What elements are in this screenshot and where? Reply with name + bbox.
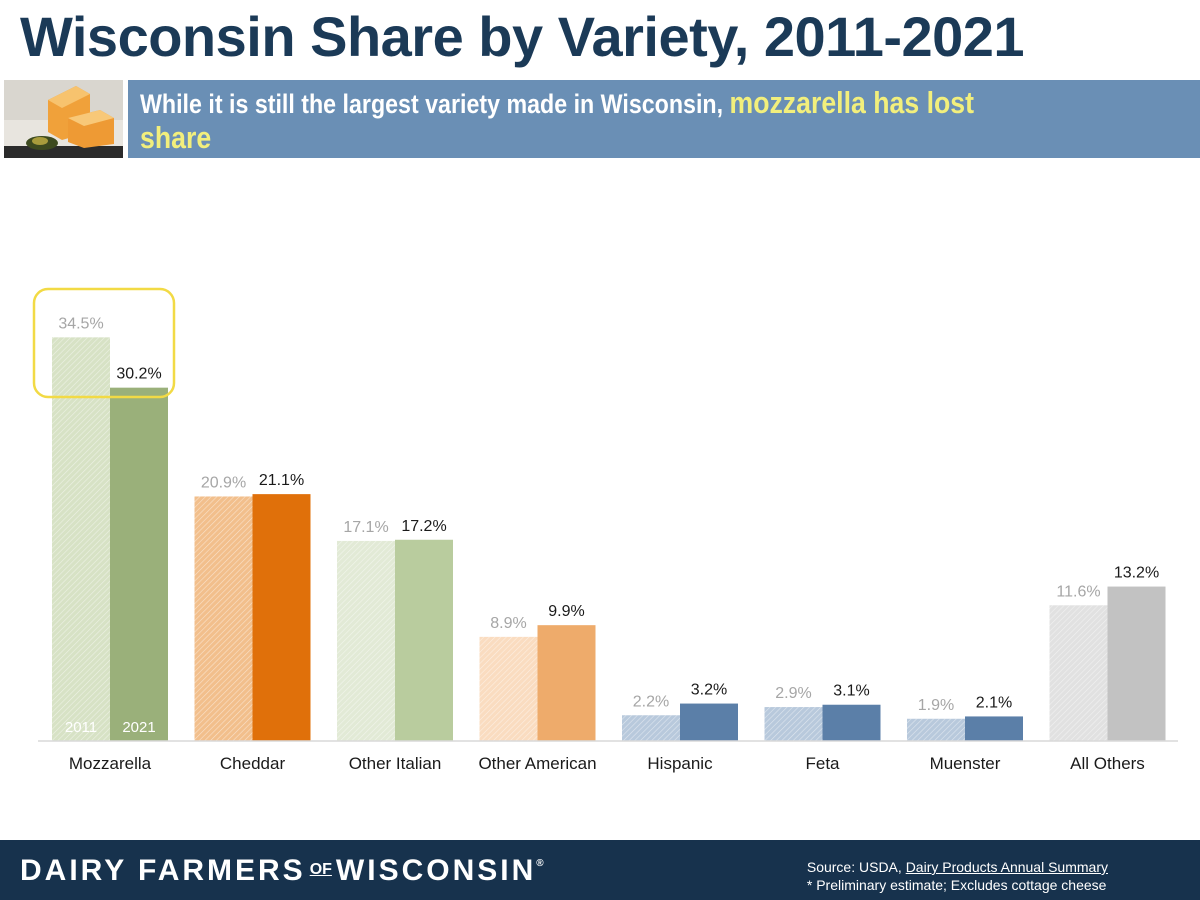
mozzarella-highlight-box (32, 287, 176, 399)
bar-other-italian-2021 (395, 539, 453, 741)
source-note: Source: USDA, Dairy Products Annual Summ… (807, 858, 1108, 894)
bar-all-others-2021 (1107, 586, 1166, 741)
footer: DAIRY FARMERS OF WISCONSIN® Source: USDA, … (0, 840, 1200, 900)
cheese-image-icon (4, 80, 123, 158)
brand-text-right: WISCONSIN (335, 854, 537, 887)
brand-registered-mark: ® (536, 858, 544, 869)
value-label-other-italian-2011: 17.1% (343, 519, 388, 536)
bar-hatch-mozzarella (52, 337, 110, 741)
bar-chart: 34.5% 30.2% Mozzarella 20.9% 21.1% Cheddar 17.… (32, 287, 1178, 773)
bar-hatch-cheddar (194, 496, 253, 741)
value-label-hispanic-2021: 3.2% (691, 682, 727, 699)
bar-hatch-other-american (479, 636, 538, 741)
source-link[interactable]: Dairy Products Annual Summary (905, 859, 1108, 875)
value-label-all-others-2011: 11.6% (1056, 583, 1100, 600)
bar-hatch-all-others (1049, 605, 1108, 741)
banner-highlight: mozzarella has lost share (140, 85, 974, 155)
category-label-muenster: Muenster (930, 754, 1001, 773)
bar-mozzarella-2021 (110, 387, 168, 741)
bar-hatch-hispanic (622, 715, 680, 741)
value-label-other-italian-2021: 17.2% (401, 518, 446, 535)
category-label-other-american: Other American (478, 754, 596, 773)
category-label-mozzarella: Mozzarella (69, 754, 152, 773)
value-label-mozzarella-2011: 34.5% (58, 315, 103, 332)
footnote: * Preliminary estimate; Excludes cottage… (806, 877, 1107, 893)
bar-cheddar-2021 (252, 494, 311, 741)
banner-text-end: over the past decade (140, 158, 372, 188)
value-label-feta-2011: 2.9% (775, 685, 811, 702)
category-label-hispanic: Hispanic (647, 754, 713, 773)
brand-text-left: DAIRY FARMERS (20, 854, 306, 887)
category-label-cheddar: Cheddar (220, 754, 286, 773)
value-label-muenster-2011: 1.9% (918, 697, 954, 714)
category-label-all-others: All Others (1070, 754, 1145, 773)
value-label-other-american-2021: 9.9% (548, 603, 584, 620)
bar-hatch-other-italian (337, 540, 395, 741)
bar-hispanic-2021 (680, 703, 738, 741)
value-label-all-others-2021: 13.2% (1114, 565, 1159, 582)
brand-text-of: OF (309, 861, 332, 878)
value-label-cheddar-2021: 21.1% (259, 472, 304, 489)
category-label-other-italian: Other Italian (349, 754, 442, 773)
legend-label-2011: 2011 (65, 719, 97, 736)
source-prefix: Source: USDA, (806, 859, 906, 875)
bar-hatch-feta (764, 707, 823, 741)
value-label-cheddar-2011: 20.9% (201, 474, 246, 491)
banner-text-main: While it is still the largest variety ma… (140, 89, 730, 119)
bar-muenster-2021 (965, 716, 1023, 741)
value-label-hispanic-2011: 2.2% (633, 693, 669, 710)
bar-hatch-muenster (907, 718, 965, 741)
banner-text: While it is still the largest variety ma… (140, 86, 1043, 190)
bar-feta-2021 (822, 704, 881, 741)
subtitle-banner: While it is still the largest variety ma… (128, 80, 1200, 188)
category-label-feta: Feta (805, 754, 840, 773)
value-label-muenster-2021: 2.1% (976, 694, 1012, 711)
value-label-other-american-2011: 8.9% (490, 615, 526, 632)
page-title: Wisconsin Share by Variety, 2011-2021 (20, 5, 1025, 68)
cheese-photo (4, 80, 123, 158)
legend-label-2021: 2021 (122, 719, 155, 736)
bar-other-american-2021 (537, 625, 596, 741)
value-label-mozzarella-2021: 30.2% (116, 366, 161, 383)
brand-logo: DAIRY FARMERS OF WISCONSIN® (20, 854, 544, 888)
value-label-feta-2021: 3.1% (833, 683, 869, 700)
